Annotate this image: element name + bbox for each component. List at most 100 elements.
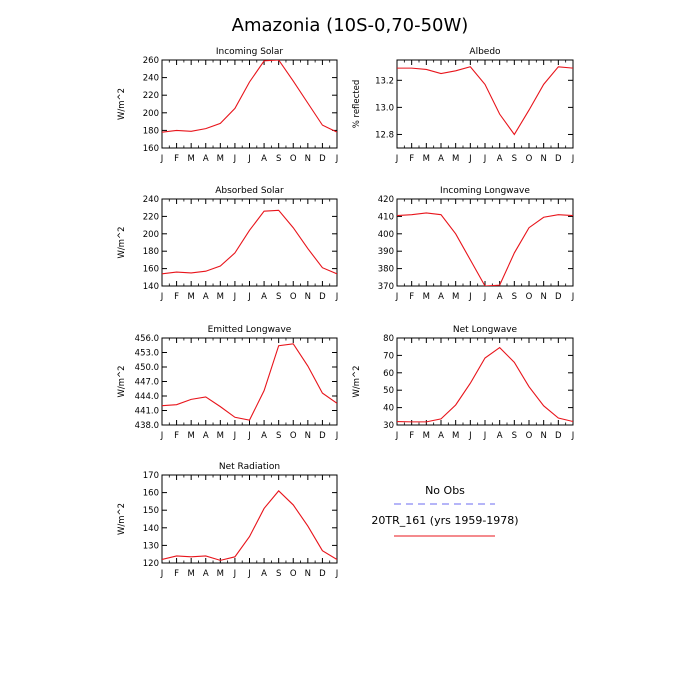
y-tick-label: 80 [383, 334, 394, 344]
x-tick-label: F [409, 154, 414, 164]
panel-title: Incoming Solar [216, 47, 284, 57]
x-tick-label: M [452, 431, 459, 441]
x-tick-label: N [540, 431, 546, 441]
x-tick-label: J [247, 431, 251, 441]
x-tick-label: S [276, 431, 281, 441]
y-tick-label: 220 [143, 91, 159, 101]
y-tick-label: 180 [143, 126, 159, 136]
y-tick-label: 40 [383, 404, 394, 414]
y-tick-label: 390 [378, 247, 394, 257]
panel-title: Net Longwave [453, 325, 518, 335]
x-tick-label: J [247, 569, 251, 579]
x-tick-label: D [319, 569, 326, 579]
x-tick-label: J [468, 292, 472, 302]
y-tick-label: 447.0 [135, 378, 159, 388]
y-tick-label: 70 [383, 351, 394, 361]
y-tick-label: 453.0 [135, 349, 159, 359]
x-tick-label: A [203, 431, 209, 441]
x-tick-label: M [423, 154, 430, 164]
y-axis-label: W/m^2 [352, 365, 362, 397]
y-tick-label: 370 [378, 282, 394, 292]
x-tick-label: M [423, 431, 430, 441]
y-tick-label: 140 [143, 282, 159, 292]
y-tick-label: 140 [143, 524, 159, 534]
x-tick-label: J [395, 154, 399, 164]
series-line [162, 209, 337, 275]
x-tick-label: M [217, 292, 224, 302]
y-axis-label: W/m^2 [117, 365, 127, 397]
x-tick-label: A [261, 569, 267, 579]
x-tick-label: A [261, 154, 267, 164]
x-tick-label: J [468, 154, 472, 164]
x-tick-label: D [319, 292, 326, 302]
x-tick-label: M [423, 292, 430, 302]
x-tick-label: A [203, 292, 209, 302]
x-tick-label: N [305, 154, 311, 164]
y-tick-label: 450.0 [135, 363, 159, 373]
x-tick-label: O [290, 292, 297, 302]
y-tick-label: 60 [383, 369, 394, 379]
x-tick-label: J [395, 431, 399, 441]
y-tick-label: 120 [143, 559, 159, 569]
y-tick-label: 12.8 [375, 130, 394, 140]
figure-title: Amazonia (10S-0,70-50W) [232, 15, 469, 36]
y-tick-label: 444.0 [135, 392, 159, 402]
x-tick-label: M [217, 154, 224, 164]
series-line [397, 346, 573, 423]
x-tick-label: A [203, 569, 209, 579]
y-tick-label: 200 [143, 230, 159, 240]
x-tick-label: A [438, 154, 444, 164]
x-tick-label: N [305, 292, 311, 302]
x-tick-label: M [217, 569, 224, 579]
x-tick-label: O [290, 569, 297, 579]
x-tick-label: M [187, 154, 194, 164]
x-tick-label: J [335, 154, 339, 164]
x-tick-label: N [305, 569, 311, 579]
x-tick-label: M [452, 292, 459, 302]
y-tick-label: 130 [143, 541, 159, 551]
x-tick-label: J [571, 292, 575, 302]
panel-title: Incoming Longwave [440, 186, 530, 196]
legend-model-label: 20TR_161 (yrs 1959-1978) [371, 514, 518, 527]
y-tick-label: 438.0 [135, 421, 159, 431]
x-tick-label: J [335, 569, 339, 579]
x-tick-label: S [276, 154, 281, 164]
y-tick-label: 410 [378, 212, 394, 222]
x-tick-label: D [319, 431, 326, 441]
y-tick-label: 13.0 [375, 103, 394, 113]
x-tick-label: A [438, 431, 444, 441]
x-tick-label: F [409, 292, 414, 302]
series-line [397, 212, 573, 286]
x-tick-label: F [174, 154, 179, 164]
y-tick-label: 441.0 [135, 407, 159, 417]
x-tick-label: J [571, 431, 575, 441]
x-tick-label: N [540, 154, 546, 164]
x-tick-label: M [187, 431, 194, 441]
y-tick-label: 400 [378, 230, 394, 240]
series-line [162, 490, 337, 561]
x-tick-label: D [319, 154, 326, 164]
y-tick-label: 160 [143, 144, 159, 154]
x-tick-label: A [261, 431, 267, 441]
y-tick-label: 240 [143, 195, 159, 205]
x-tick-label: J [233, 292, 237, 302]
y-axis-label: W/m^2 [117, 226, 127, 258]
x-tick-label: J [483, 292, 487, 302]
x-tick-label: O [526, 292, 533, 302]
x-tick-label: J [483, 431, 487, 441]
y-tick-label: 240 [143, 74, 159, 84]
x-tick-label: M [187, 569, 194, 579]
x-tick-label: S [276, 292, 281, 302]
x-tick-label: J [483, 154, 487, 164]
x-tick-label: J [335, 292, 339, 302]
x-tick-label: F [174, 431, 179, 441]
x-tick-label: S [512, 431, 517, 441]
x-tick-label: S [276, 569, 281, 579]
panel-title: Absorbed Solar [215, 186, 284, 196]
x-tick-label: J [160, 569, 164, 579]
